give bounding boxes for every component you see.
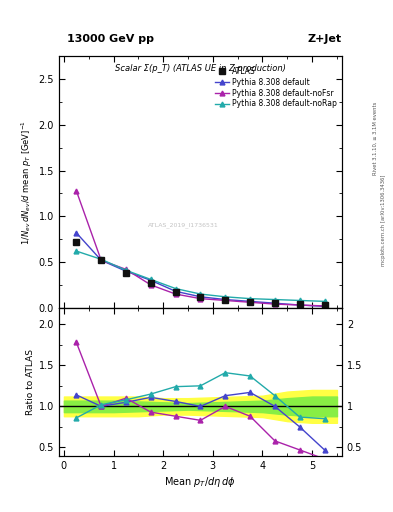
Pythia 8.308 default <box>223 296 228 303</box>
Pythia 8.308 default-noRap <box>223 294 228 300</box>
Pythia 8.308 default <box>99 257 103 263</box>
Legend: ATLAS, Pythia 8.308 default, Pythia 8.308 default-noFsr, Pythia 8.308 default-no: ATLAS, Pythia 8.308 default, Pythia 8.30… <box>213 65 338 110</box>
ATLAS <box>149 280 153 286</box>
Line: Pythia 8.308 default-noRap: Pythia 8.308 default-noRap <box>74 249 327 304</box>
Text: ATLAS_2019_I1736531: ATLAS_2019_I1736531 <box>148 222 219 228</box>
Pythia 8.308 default-noFsr <box>223 297 228 304</box>
ATLAS <box>124 270 129 276</box>
Pythia 8.308 default-noRap <box>99 256 103 262</box>
Pythia 8.308 default <box>272 300 277 306</box>
Pythia 8.308 default <box>124 268 129 274</box>
Pythia 8.308 default-noFsr <box>124 266 129 272</box>
X-axis label: Mean $p_T/d\eta\,d\phi$: Mean $p_T/d\eta\,d\phi$ <box>165 475 236 489</box>
Pythia 8.308 default-noFsr <box>248 299 252 305</box>
Pythia 8.308 default-noRap <box>198 291 203 297</box>
ATLAS <box>99 257 103 263</box>
Pythia 8.308 default-noFsr <box>298 302 302 308</box>
Pythia 8.308 default <box>173 288 178 294</box>
Line: Pythia 8.308 default: Pythia 8.308 default <box>74 230 327 309</box>
Pythia 8.308 default-noFsr <box>74 188 79 194</box>
Pythia 8.308 default-noFsr <box>149 282 153 288</box>
Pythia 8.308 default-noRap <box>124 267 129 273</box>
ATLAS <box>272 300 277 306</box>
ATLAS <box>322 302 327 308</box>
Pythia 8.308 default-noFsr <box>99 257 103 263</box>
Pythia 8.308 default-noRap <box>298 297 302 304</box>
Pythia 8.308 default-noFsr <box>173 291 178 297</box>
ATLAS <box>74 239 79 245</box>
Pythia 8.308 default-noFsr <box>198 295 203 302</box>
Line: Pythia 8.308 default-noFsr: Pythia 8.308 default-noFsr <box>74 188 327 308</box>
ATLAS <box>223 297 228 304</box>
Text: mcplots.cern.ch [arXiv:1306.3436]: mcplots.cern.ch [arXiv:1306.3436] <box>381 175 386 266</box>
Pythia 8.308 default-noRap <box>173 286 178 292</box>
ATLAS <box>198 294 203 300</box>
Pythia 8.308 default-noFsr <box>272 301 277 307</box>
Text: Scalar Σ(p_T) (ATLAS UE in Z production): Scalar Σ(p_T) (ATLAS UE in Z production) <box>115 64 286 73</box>
ATLAS <box>173 289 178 295</box>
Pythia 8.308 default-noFsr <box>322 303 327 309</box>
Pythia 8.308 default <box>149 278 153 284</box>
Pythia 8.308 default <box>198 294 203 300</box>
Pythia 8.308 default-noRap <box>74 248 79 254</box>
Text: Rivet 3.1.10, ≥ 3.1M events: Rivet 3.1.10, ≥ 3.1M events <box>373 101 378 175</box>
Pythia 8.308 default <box>298 302 302 308</box>
Y-axis label: Ratio to ATLAS: Ratio to ATLAS <box>26 349 35 415</box>
ATLAS <box>298 301 302 307</box>
Pythia 8.308 default <box>322 303 327 309</box>
Pythia 8.308 default <box>74 230 79 236</box>
Line: ATLAS: ATLAS <box>73 239 327 308</box>
Text: 13000 GeV pp: 13000 GeV pp <box>67 33 154 44</box>
Pythia 8.308 default-noRap <box>248 295 252 302</box>
Pythia 8.308 default-noRap <box>149 276 153 283</box>
Text: Z+Jet: Z+Jet <box>308 33 342 44</box>
ATLAS <box>248 299 252 305</box>
Y-axis label: $1/N_{ev}\,dN_{ev}/d$ mean $p_T$ [GeV]$^{-1}$: $1/N_{ev}\,dN_{ev}/d$ mean $p_T$ [GeV]$^… <box>20 119 35 245</box>
Pythia 8.308 default-noRap <box>322 298 327 305</box>
Pythia 8.308 default <box>248 298 252 305</box>
Pythia 8.308 default-noRap <box>272 296 277 303</box>
